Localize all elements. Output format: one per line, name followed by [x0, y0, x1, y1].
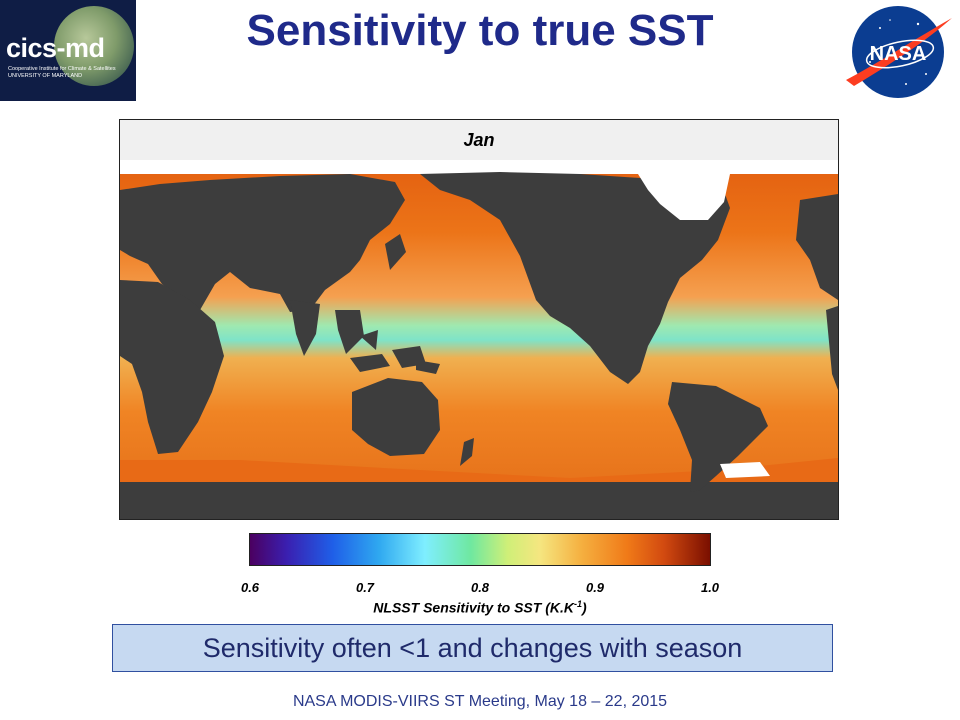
logo-name: cics-md: [6, 33, 105, 63]
nasa-wordmark: NASA: [870, 43, 927, 65]
europe-right: [796, 194, 838, 300]
africa: [120, 280, 224, 454]
colorbar: [249, 533, 711, 566]
colorbar-tick: 0.6: [240, 580, 260, 595]
eurasia: [120, 174, 405, 312]
india: [290, 300, 320, 356]
north-america: [420, 172, 730, 384]
colorbar-tick: 0.9: [585, 580, 605, 595]
africa-right: [826, 306, 838, 390]
cics-md-logo: cics-md Cooperative Institute for Climat…: [0, 0, 136, 101]
map-header: Jan: [120, 120, 838, 160]
new-zealand: [460, 438, 474, 466]
australia: [352, 378, 440, 456]
colorbar-tick: 1.0: [700, 580, 720, 595]
slide-title: Sensitivity to true SST: [246, 6, 714, 55]
indonesia: [350, 330, 440, 374]
globe-icon: [54, 6, 134, 86]
antarctica: [120, 482, 838, 519]
missing-data-south: [720, 462, 770, 478]
colorbar-tick: 0.8: [470, 580, 490, 595]
logo-subtitle: Cooperative Institute for Climate & Sate…: [8, 66, 116, 72]
japan: [385, 234, 406, 270]
nasa-logo: NASA: [846, 6, 952, 98]
map-month: Jan: [463, 130, 495, 150]
callout-box: Sensitivity often <1 and changes with se…: [112, 624, 833, 672]
missing-data-north: [120, 160, 838, 174]
southern-ocean: [120, 458, 838, 482]
sensitivity-map: Jan: [119, 119, 839, 520]
colorbar-tick: 0.7: [355, 580, 375, 595]
se-asia: [335, 310, 364, 354]
logo-university: UNIVERSITY OF MARYLAND: [8, 73, 83, 79]
world-map: [120, 160, 838, 519]
slide-footer: NASA MODIS-VIIRS ST Meeting, May 18 – 22…: [292, 693, 668, 710]
colorbar-label: NLSST Sensitivity to SST (K.K-1): [373, 599, 587, 616]
south-america: [668, 382, 768, 492]
greenland-missing: [638, 174, 730, 220]
